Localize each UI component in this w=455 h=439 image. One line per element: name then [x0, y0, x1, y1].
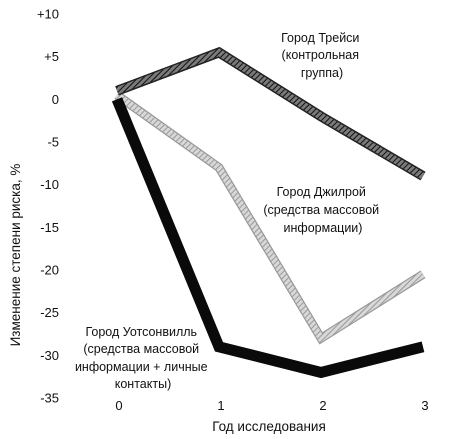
y-tick-label: 0	[52, 92, 59, 107]
x-tick-label: 2	[319, 398, 326, 413]
series-lines	[111, 46, 426, 379]
y-tick-label: -5	[47, 135, 59, 150]
x-tick-label: 0	[115, 398, 122, 413]
y-axis-title: Изменение степени риска, %	[8, 164, 23, 347]
y-tick-label: -10	[40, 177, 59, 192]
y-tick-label: -25	[40, 305, 59, 320]
y-tick-label: -35	[40, 391, 59, 406]
series-label-gilroy: Город Джилрой (средства массовой информа…	[263, 185, 382, 235]
x-axis-tick-labels: 0 1 2 3	[115, 398, 428, 413]
y-tick-label: -30	[40, 348, 59, 363]
series-label-tracy: Город Трейси (контрольная группа)	[281, 31, 363, 80]
y-tick-label: -15	[40, 220, 59, 235]
y-tick-label: +5	[44, 49, 59, 64]
y-axis-tick-labels: +10 +5 0 -5 -10 -15 -20 -25 -30 -35	[37, 7, 59, 406]
series-line-fill	[115, 48, 425, 180]
x-tick-label: 3	[421, 398, 428, 413]
series-line-0	[115, 46, 426, 181]
x-axis-title: Год исследования	[212, 419, 326, 434]
series-line-stroke	[111, 97, 425, 379]
series-line-1	[114, 91, 426, 345]
series-label-watsonville: Город Уотсонвилль (средства массовой инф…	[75, 325, 211, 391]
y-tick-label: +10	[37, 7, 59, 22]
y-tick-label: -20	[40, 263, 59, 278]
series-line-2	[111, 97, 425, 379]
x-tick-label: 1	[217, 398, 224, 413]
series-line-fill	[115, 92, 425, 343]
